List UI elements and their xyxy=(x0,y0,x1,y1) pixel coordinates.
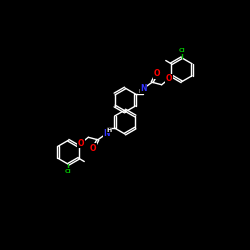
Text: Cl: Cl xyxy=(65,169,72,174)
Text: O: O xyxy=(90,144,96,153)
Text: N: N xyxy=(140,84,147,93)
Text: O: O xyxy=(166,74,172,83)
Text: Cl: Cl xyxy=(178,48,185,53)
Text: H: H xyxy=(138,89,143,94)
Text: N: N xyxy=(103,129,110,138)
Text: O: O xyxy=(154,69,160,78)
Text: H: H xyxy=(106,128,112,133)
Text: O: O xyxy=(78,139,84,148)
